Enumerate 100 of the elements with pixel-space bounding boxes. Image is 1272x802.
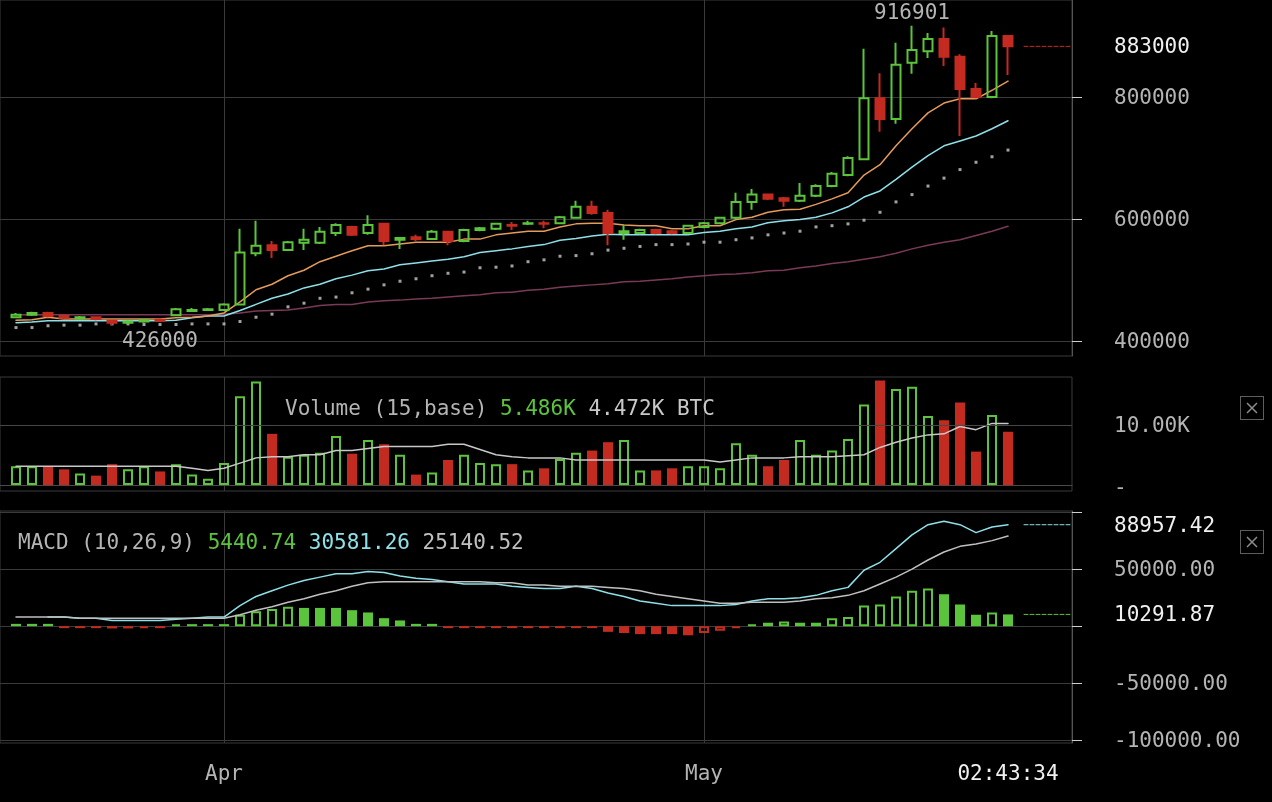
- candlestick: [74, 314, 86, 321]
- bar: [219, 463, 229, 486]
- ref-line-label: 10.00K: [1114, 413, 1191, 438]
- bar: [283, 456, 293, 486]
- bar: [187, 474, 197, 486]
- bar: [91, 475, 101, 486]
- bar: [907, 590, 917, 627]
- candlestick: [906, 24, 918, 75]
- bar: [603, 442, 613, 486]
- bar: [779, 459, 789, 486]
- candlestick: [682, 224, 694, 236]
- bar: [475, 463, 485, 486]
- bar: [315, 607, 325, 627]
- bar: [923, 416, 933, 486]
- bar: [843, 617, 853, 627]
- bar: [651, 470, 661, 486]
- annotation: 916901: [874, 0, 950, 25]
- bar: [731, 443, 741, 486]
- y-tick-label: -50000.00: [1114, 671, 1228, 696]
- bar: [443, 459, 453, 486]
- bar: [123, 469, 133, 486]
- bar: [235, 614, 245, 627]
- bar: [363, 440, 373, 486]
- candlestick: [474, 225, 486, 233]
- bar: [827, 450, 837, 486]
- candlestick: [666, 228, 678, 236]
- bar: [443, 626, 453, 629]
- candlestick: [378, 222, 390, 247]
- bar: [27, 466, 37, 486]
- candlestick: [186, 307, 198, 313]
- candlestick: [154, 317, 166, 324]
- bar: [827, 618, 837, 627]
- bar: [75, 473, 85, 486]
- line-series: [15, 80, 1009, 321]
- bar: [859, 404, 869, 486]
- candlestick: [234, 227, 246, 306]
- candlestick: [458, 227, 470, 244]
- bar: [795, 440, 805, 486]
- candlestick: [410, 233, 422, 242]
- text: MACD (10,26,9): [18, 530, 196, 554]
- candlestick: [634, 227, 646, 236]
- bar: [971, 614, 981, 627]
- bar: [91, 626, 101, 629]
- candlestick: [890, 41, 902, 125]
- candlestick: [26, 310, 38, 317]
- candlestick: [874, 72, 886, 133]
- y-tick-label: 400000: [1114, 328, 1190, 353]
- bar: [507, 464, 517, 486]
- bar: [635, 470, 645, 486]
- candlestick: [202, 307, 214, 313]
- candlestick: [362, 214, 374, 236]
- bar: [971, 451, 981, 486]
- line-series: [15, 535, 1009, 619]
- annotation: 426000: [122, 327, 198, 352]
- bar: [395, 454, 405, 486]
- bar: [603, 626, 613, 632]
- bar: [859, 605, 869, 627]
- bar: [427, 472, 437, 486]
- bar: [987, 612, 997, 627]
- bar: [955, 402, 965, 486]
- bar: [987, 415, 997, 486]
- bar: [939, 594, 949, 627]
- bar: [939, 420, 949, 486]
- candlestick: [10, 311, 22, 319]
- bar: [699, 626, 709, 633]
- candlestick: [490, 222, 502, 231]
- bar: [155, 626, 165, 629]
- bar: [555, 626, 565, 629]
- bar: [539, 626, 549, 629]
- bar: [523, 470, 533, 486]
- candlestick: [394, 236, 406, 250]
- bar: [59, 469, 69, 486]
- bar: [395, 620, 405, 627]
- candlestick: [122, 319, 134, 325]
- bar: [459, 454, 469, 486]
- candlestick: [314, 225, 326, 245]
- bar: [75, 626, 85, 629]
- bar: [699, 466, 709, 486]
- candlestick: [330, 222, 342, 238]
- bar: [139, 466, 149, 486]
- candlestick: [602, 208, 614, 247]
- bar: [379, 618, 389, 627]
- bar: [907, 386, 917, 486]
- candlestick: [986, 30, 998, 100]
- candlestick: [746, 188, 758, 211]
- bar: [107, 464, 117, 486]
- bar: [715, 468, 725, 486]
- bar: [283, 606, 293, 627]
- bar: [763, 466, 773, 486]
- y-tick-label: 600000: [1114, 206, 1190, 231]
- candlestick: [778, 196, 790, 208]
- annotation: 25140.52: [422, 530, 524, 554]
- x-tick-label: May: [685, 760, 723, 785]
- bar: [267, 609, 277, 627]
- bar: [875, 604, 885, 627]
- bar: [267, 433, 277, 486]
- candlestick: [170, 307, 182, 317]
- bar: [491, 464, 501, 486]
- candlestick: [250, 219, 262, 258]
- candlestick: [586, 199, 598, 216]
